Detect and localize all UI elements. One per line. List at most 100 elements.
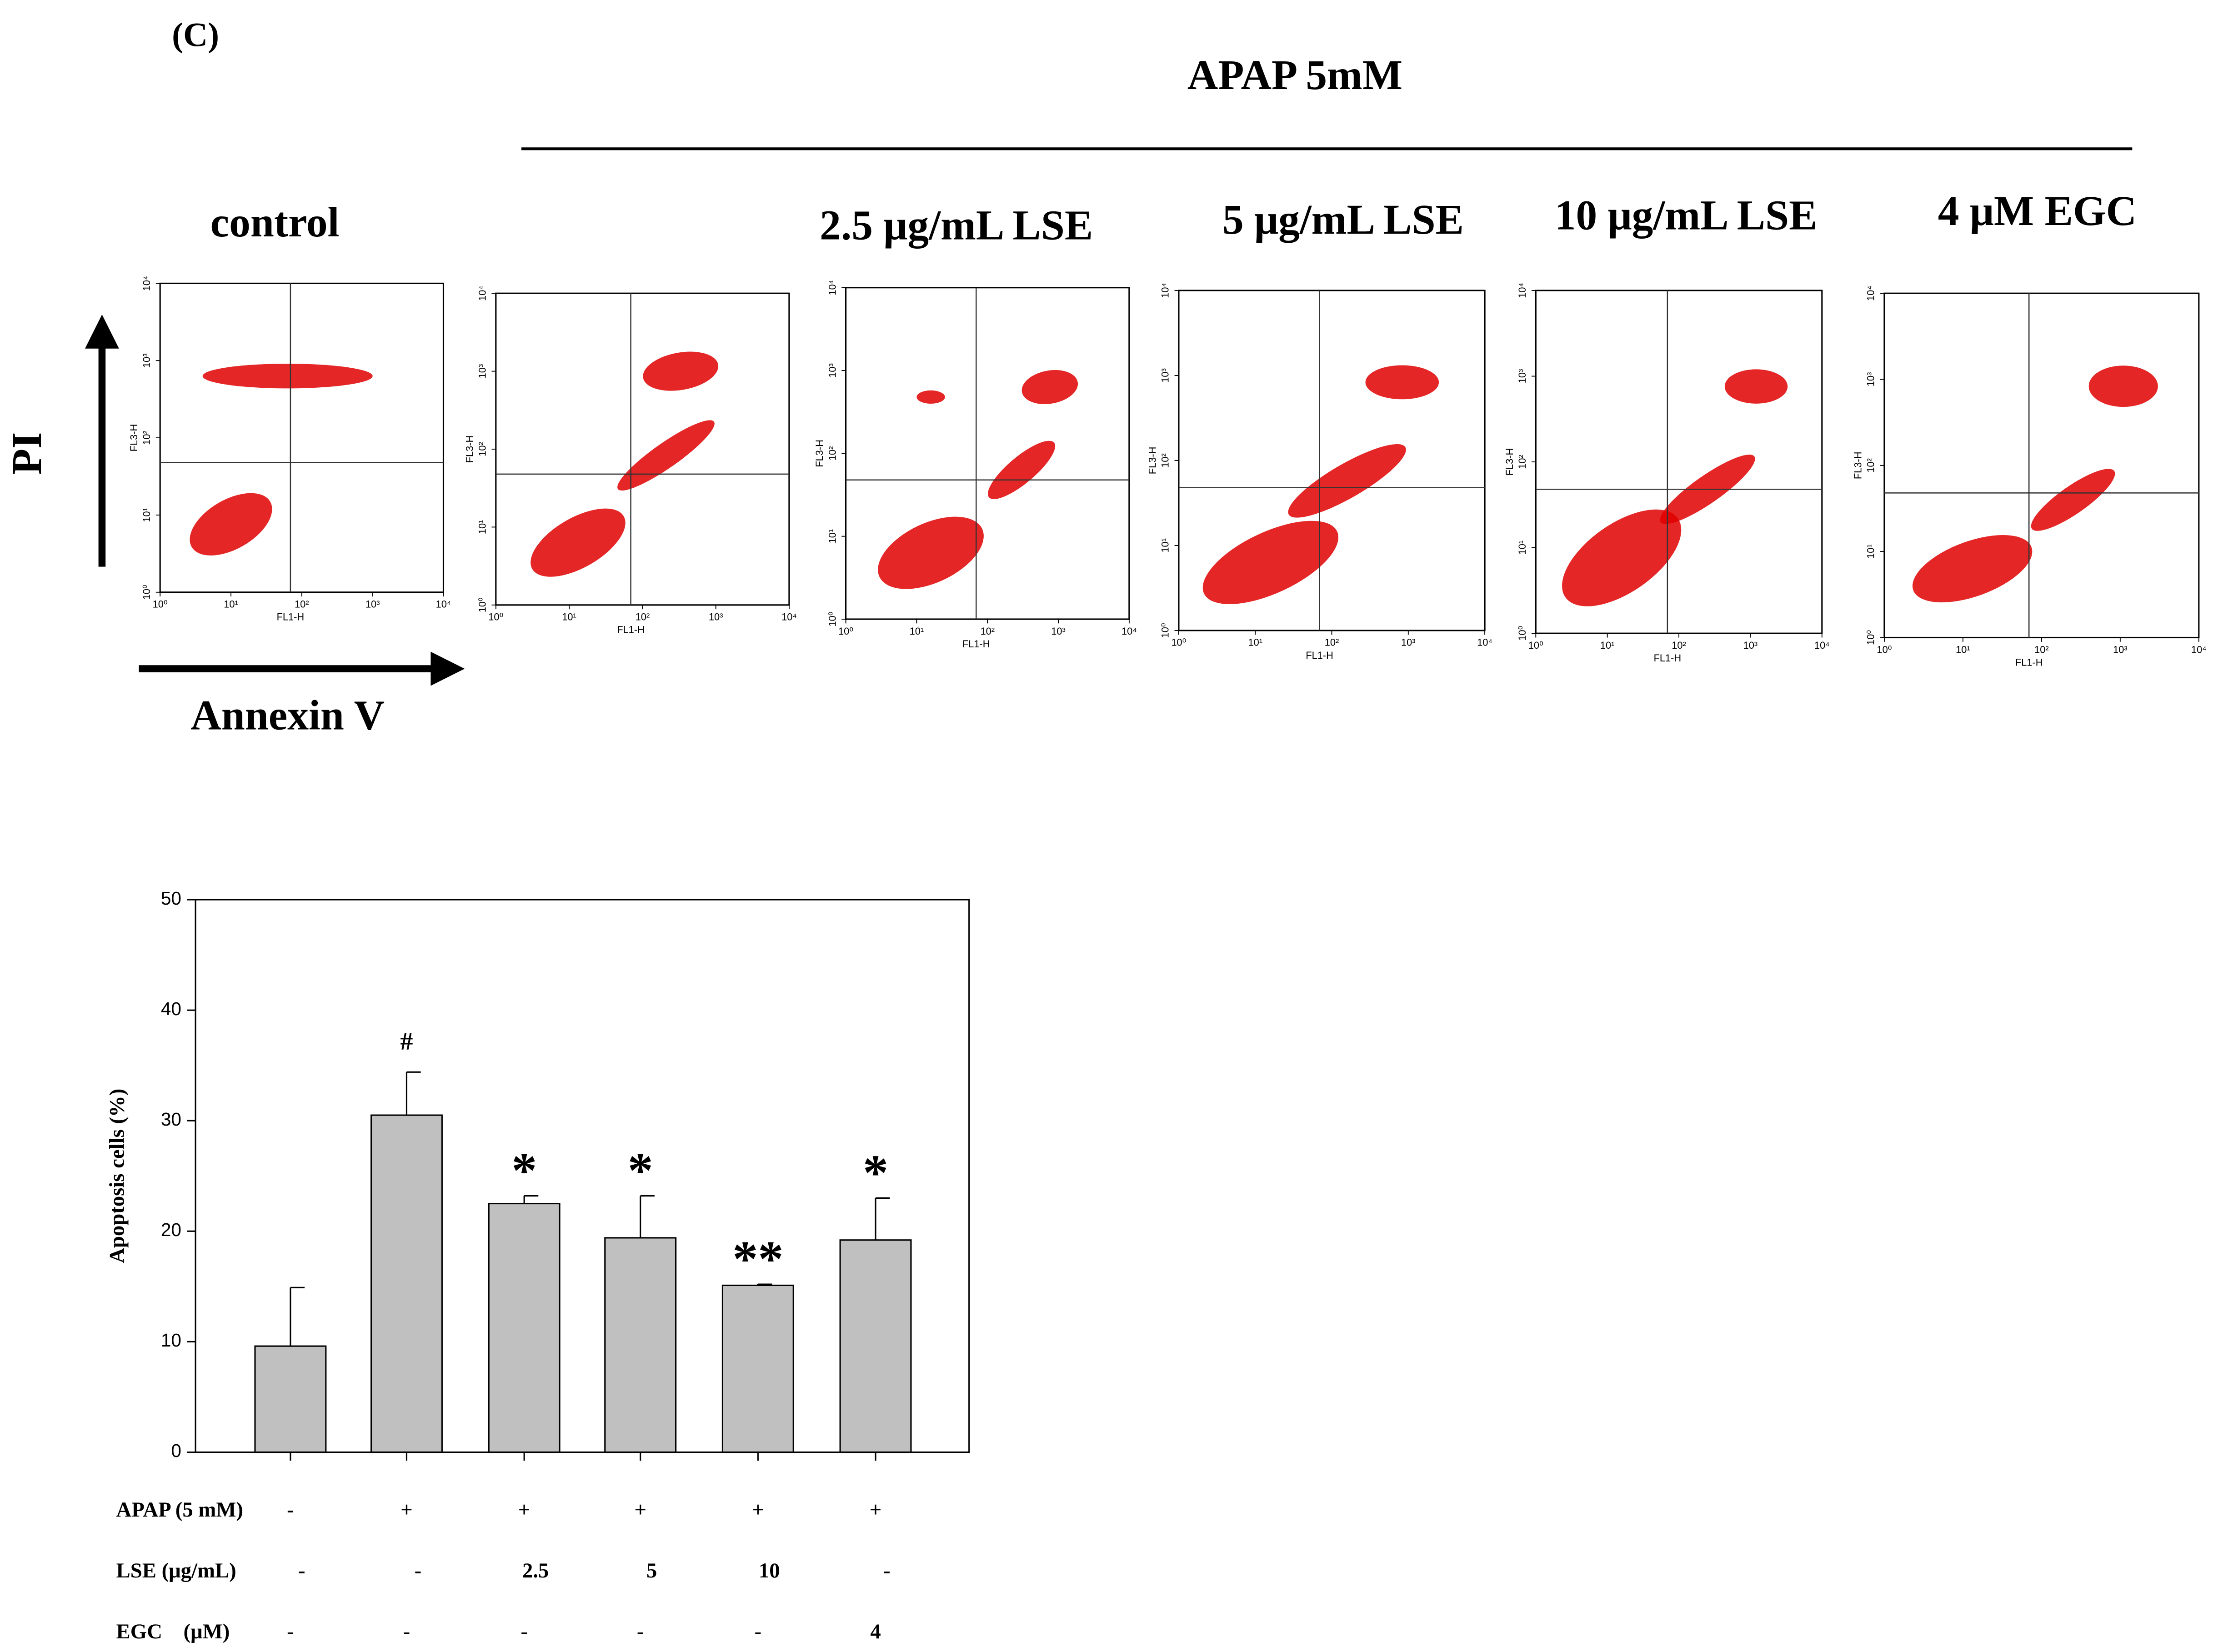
cell: - [755, 1620, 762, 1643]
y-tick-label: 30 [161, 1109, 181, 1130]
significance-label: * [511, 1143, 537, 1199]
y-tick-label: 10⁰ [141, 585, 152, 600]
y-tick-label: 10¹ [141, 508, 152, 522]
y-axis-label: PI [4, 432, 50, 475]
x-tick-label: 10² [980, 626, 995, 637]
x-tick-label: 10⁰ [1877, 644, 1892, 655]
significance-label: * [863, 1145, 888, 1201]
y-tick-label: 50 [161, 888, 181, 909]
x-tick-label: 10³ [2113, 644, 2128, 655]
y-tick-label: 10⁴ [1160, 283, 1171, 298]
flow-x-label: FL1-H [617, 624, 645, 636]
significance-label: ** [732, 1231, 783, 1287]
row-label: EGC (μM) [116, 1620, 230, 1643]
plot-title: control [210, 199, 340, 246]
cell: - [415, 1559, 422, 1582]
cell-cluster [2088, 365, 2158, 407]
y-tick-label: 10² [141, 431, 152, 445]
y-tick-label: 10⁰ [1160, 623, 1171, 638]
y-tick-label: 10⁰ [476, 597, 488, 612]
bar [839, 1239, 912, 1453]
y-tick-label: 20 [161, 1219, 181, 1240]
flow-y-label: FL3-H [1853, 452, 1864, 480]
plot-title: 5 μg/mL LSE [1222, 196, 1464, 243]
cell: - [287, 1498, 294, 1522]
row-label: APAP (5 mM) [116, 1498, 243, 1522]
flow-x-label: FL1-H [1654, 652, 1682, 664]
bar [370, 1114, 443, 1453]
cell: 5 [646, 1559, 657, 1582]
cell-cluster [643, 351, 719, 391]
bar [604, 1237, 677, 1453]
x-tick-label: 10¹ [562, 611, 576, 623]
y-tick-label: 10¹ [1865, 544, 1877, 559]
x-tick-label: 10⁴ [1477, 637, 1492, 648]
y-tick-label: 10³ [141, 353, 152, 368]
cell-cluster [1562, 509, 1682, 606]
cell: + [401, 1498, 413, 1522]
x-tick-label: 10³ [1051, 626, 1066, 637]
cell-cluster [1202, 521, 1339, 604]
plot-title: 4 μM EGC [1938, 188, 2137, 235]
treatment-header: APAP 5mM [1187, 52, 1402, 99]
flow-y-label: FL3-H [814, 440, 825, 467]
y-tick-label: 10 [161, 1330, 181, 1351]
y-tick-label: 10¹ [826, 529, 838, 544]
y-tick-label: 10² [1160, 453, 1171, 468]
y-tick-label: 10⁰ [826, 611, 838, 626]
x-tick-label: 10⁰ [488, 611, 503, 623]
y-tick-label: 10⁴ [1517, 283, 1528, 298]
y-tick-label: 10⁴ [476, 285, 488, 301]
x-tick-label: 10⁰ [153, 599, 168, 610]
plot-frame [195, 899, 970, 1453]
cell-cluster [617, 420, 715, 491]
y-tick-label: 10² [476, 442, 488, 456]
x-tick-label: 10³ [709, 611, 723, 623]
cell-cluster [916, 390, 945, 404]
y-tick-label: 10¹ [1517, 541, 1528, 555]
y-tick-label: 10³ [1865, 372, 1877, 387]
panel-label: (C) [172, 16, 219, 54]
cell: - [287, 1620, 294, 1643]
y-tick-label: 10² [1517, 455, 1528, 469]
flow-x-label: FL1-H [2015, 656, 2043, 668]
cell: 4 [870, 1620, 881, 1643]
cell-cluster [1365, 365, 1439, 400]
cell-cluster [190, 493, 272, 556]
x-tick-label: 10³ [365, 599, 380, 610]
x-axis-label: Annexin V [190, 692, 385, 739]
cell: + [518, 1498, 531, 1522]
flow-y-label: FL3-H [464, 436, 475, 463]
flow-x-label: FL1-H [1306, 650, 1333, 661]
y-tick-label: 10⁰ [1517, 626, 1528, 641]
cell-cluster [1913, 535, 2033, 603]
cell: - [403, 1620, 411, 1643]
y-arrow-head [85, 314, 119, 349]
x-tick-label: 10⁴ [1814, 640, 1830, 651]
x-tick-label: 10² [1325, 637, 1339, 648]
cell: 2.5 [522, 1559, 549, 1582]
cell: - [883, 1559, 891, 1582]
y-axis-title: Apoptosis cells (%) [105, 1089, 129, 1263]
cell: + [634, 1498, 646, 1522]
y-tick-label: 10³ [826, 363, 838, 378]
cell: - [637, 1620, 644, 1643]
x-tick-label: 10⁴ [781, 611, 797, 623]
x-tick-label: 10⁴ [2191, 644, 2207, 655]
cell-cluster [2031, 469, 2115, 531]
x-tick-label: 10¹ [1956, 644, 1970, 655]
y-tick-label: 0 [171, 1440, 181, 1461]
x-tick-label: 10⁰ [1528, 640, 1543, 651]
cell-cluster [987, 441, 1056, 499]
cell: + [752, 1498, 764, 1522]
y-tick-label: 10¹ [476, 520, 488, 535]
y-tick-label: 10³ [476, 364, 488, 379]
row-label: LSE (μg/mL) [116, 1559, 236, 1582]
cell: 10 [759, 1559, 780, 1582]
x-tick-label: 10² [2034, 644, 2049, 655]
flow-y-label: FL3-H [1504, 448, 1515, 476]
x-arrow-head [431, 651, 465, 686]
plot-title: 10 μg/mL LSE [1555, 192, 1817, 239]
plot-title: 2.5 μg/mL LSE [820, 202, 1093, 249]
